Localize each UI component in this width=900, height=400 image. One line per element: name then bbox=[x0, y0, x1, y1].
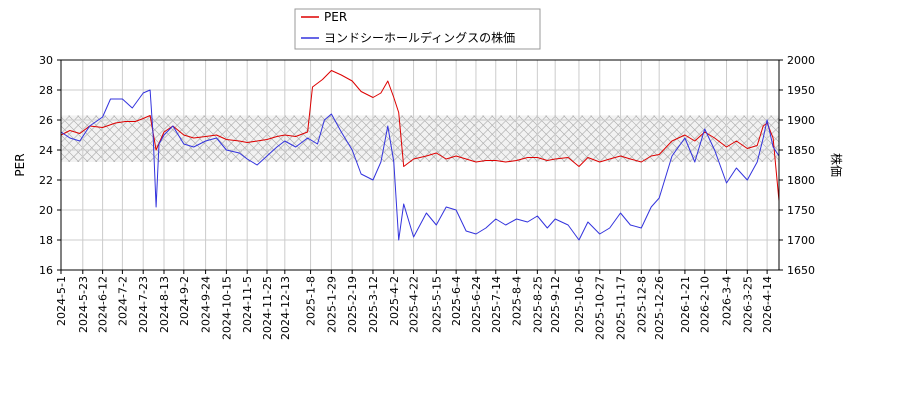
y-right-tick-label: 2000 bbox=[787, 54, 815, 67]
x-tick-label: 2024-11-5 bbox=[241, 276, 254, 333]
y-left-tick-label: 18 bbox=[39, 234, 53, 247]
legend-box bbox=[294, 8, 541, 50]
x-tick-label: 2025-12-26 bbox=[653, 276, 666, 340]
y-axis-right: 1650 1700 1750 1800 1850 1900 1950 2000 bbox=[779, 54, 815, 277]
x-tick-label: 2025-6-24 bbox=[470, 276, 483, 333]
x-tick-label: 2025-12-8 bbox=[635, 276, 648, 333]
series-line-price bbox=[60, 89, 780, 241]
x-tick-label: 2024-9-24 bbox=[200, 276, 213, 333]
x-tick-label: 2025-4-22 bbox=[408, 276, 421, 333]
y-right-tick-label: 1750 bbox=[787, 204, 815, 217]
y-left-tick-label: 30 bbox=[39, 54, 53, 67]
y-right-tick-label: 1800 bbox=[787, 174, 815, 187]
x-tick-label: 2026-4-14 bbox=[761, 276, 774, 333]
x-tick-label: 2025-10-27 bbox=[594, 276, 607, 340]
y-axis-left: 16 18 20 22 24 26 28 30 bbox=[39, 54, 61, 277]
x-tick-label: 2025-5-15 bbox=[430, 276, 443, 333]
plot-background bbox=[61, 60, 779, 270]
x-tick-label: 2025-4-2 bbox=[388, 276, 401, 326]
y-left-tick-label: 22 bbox=[39, 174, 53, 187]
x-tick-label: 2025-6-4 bbox=[450, 276, 463, 326]
x-tick-label: 2024-10-15 bbox=[220, 276, 233, 340]
x-tick-label: 2024-5-1 bbox=[55, 276, 68, 326]
y-right-tick-label: 1850 bbox=[787, 144, 815, 157]
x-tick-label: 2025-8-25 bbox=[531, 276, 544, 333]
band-hatch bbox=[61, 115, 779, 162]
x-tick-label: 2024-7-23 bbox=[137, 276, 150, 333]
y-right-tick-label: 1700 bbox=[787, 234, 815, 247]
x-tick-label: 2024-9-2 bbox=[178, 276, 191, 326]
x-tick-label: 2024-5-23 bbox=[77, 276, 90, 333]
x-tick-label: 2025-11-17 bbox=[615, 276, 628, 340]
x-tick-label: 2026-3-25 bbox=[741, 276, 754, 333]
band-fill bbox=[61, 115, 779, 162]
x-tick-label: 2025-9-12 bbox=[549, 276, 562, 333]
x-tick-label: 2025-8-4 bbox=[511, 276, 524, 326]
x-tick-label: 2025-10-6 bbox=[573, 276, 586, 333]
plot-frame bbox=[60, 59, 780, 271]
x-tick-label: 2025-3-12 bbox=[367, 276, 380, 333]
y-left-tick-label: 28 bbox=[39, 84, 53, 97]
x-axis: 2024-5-1 2024-5-23 2024-6-12 2024-7-2 2024-7… bbox=[55, 270, 774, 340]
legend-label-price: ヨンドシーホールディングスの株価 bbox=[324, 30, 515, 45]
y-right-tick-label: 1650 bbox=[787, 264, 815, 277]
x-tick-label: 2024-12-13 bbox=[279, 276, 292, 340]
y-left-tick-label: 24 bbox=[39, 144, 53, 157]
y-right-tick-label: 1950 bbox=[787, 84, 815, 97]
y-axis-right-label: 株価 bbox=[829, 153, 844, 177]
x-tick-label: 2025-1-8 bbox=[305, 276, 318, 326]
x-tick-label: 2024-7-2 bbox=[116, 276, 129, 326]
x-tick-label: 2024-11-25 bbox=[261, 276, 274, 340]
legend: PER ヨンドシーホールディングスの株価 bbox=[294, 8, 541, 50]
x-tick-label: 2024-6-12 bbox=[97, 276, 110, 333]
x-tick-label: 2026-2-10 bbox=[699, 276, 712, 333]
x-tick-label: 2026-1-21 bbox=[679, 276, 692, 333]
x-tick-label: 2025-7-14 bbox=[490, 276, 503, 333]
series-line-per bbox=[60, 70, 780, 202]
legend-label-per: PER bbox=[324, 10, 347, 24]
x-tick-label: 2025-1-29 bbox=[325, 276, 338, 333]
x-tick-label: 2026-3-4 bbox=[721, 276, 734, 326]
y-left-tick-label: 20 bbox=[39, 204, 53, 217]
plot-area bbox=[61, 60, 779, 270]
x-tick-label: 2024-8-13 bbox=[158, 276, 171, 333]
x-tick-label: 2025-2-19 bbox=[346, 276, 359, 333]
y-left-tick-label: 26 bbox=[39, 114, 53, 127]
series-layer bbox=[60, 70, 780, 241]
y-left-tick-label: 16 bbox=[39, 264, 53, 277]
plot-frame-rect bbox=[60, 59, 780, 271]
y-axis-left-label: PER bbox=[13, 153, 27, 176]
y-right-tick-label: 1900 bbox=[787, 114, 815, 127]
